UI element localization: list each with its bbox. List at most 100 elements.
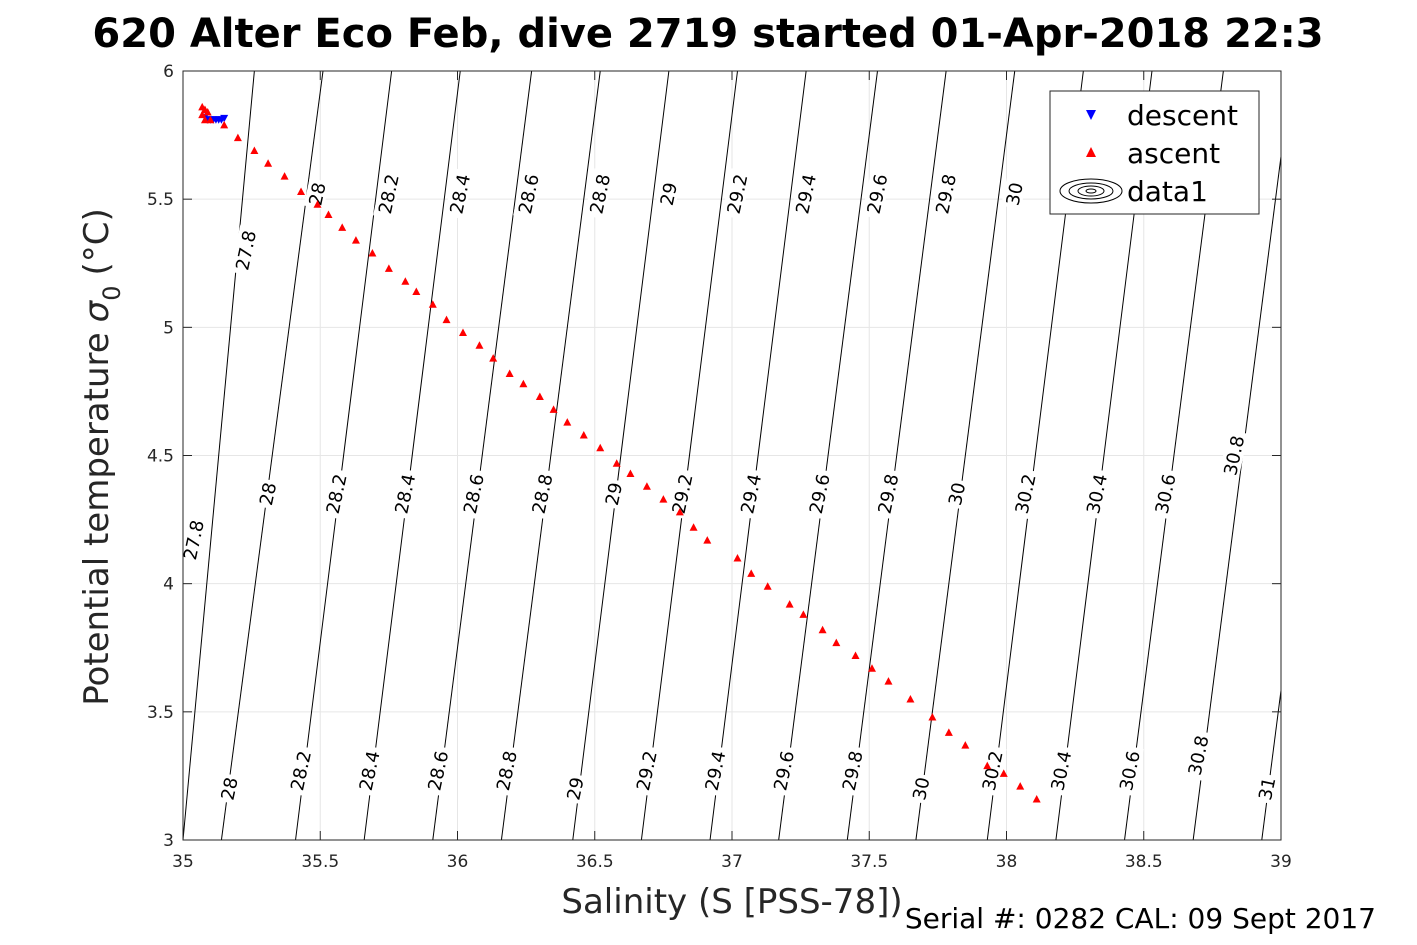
ascent-point [475,341,484,349]
contour-label-text: 31 [1255,775,1280,802]
contour-line [432,71,533,840]
contour-label-bg [804,468,834,520]
contour-label-bg [561,772,588,805]
contour-label-bg [861,168,892,220]
contour-label-bg [353,745,384,797]
contour-label-bg [943,477,969,510]
contour-label-bg [389,468,420,520]
data-markers [198,102,1041,803]
ascent-point [338,223,347,231]
contour-label: 29 [655,178,682,210]
ascent-point [280,172,289,180]
ascent-point [642,482,651,490]
contour-label-bg [735,468,766,520]
contour-label-bg [1182,729,1213,781]
y-tick-label: 5.5 [147,190,174,210]
y-axis-label-symbol: σ [77,299,117,322]
contour-label-bg [373,168,403,220]
legend-ascent-marker [1086,147,1096,157]
x-tick-label: 35 [172,852,194,872]
contour-label-bg [1045,745,1076,797]
contour-label: 28.4 [444,168,475,220]
ascent-point [579,430,588,439]
x-axis-label: Salinity (S [PSS-78]) [561,882,902,922]
contour-label-bg [631,745,661,797]
contour-label: 31 [1253,772,1280,805]
contour-label-bg [1081,468,1111,520]
ascent-point [928,712,937,721]
contour-label-bg [513,168,543,220]
ascent-point [596,443,605,452]
legend[interactable]: descent ascent data1 [1049,90,1260,215]
ascent-point [549,405,558,413]
x-tick-label: 37.5 [850,852,888,872]
legend-descent-marker [1086,110,1096,120]
ascent-point [505,369,514,377]
contour-label: 29 [600,477,627,510]
ascent-point [412,287,421,295]
contour-line [295,71,393,840]
ascent-point [999,769,1008,777]
contour-line [500,71,601,840]
legend-contour-icon [1059,178,1123,204]
y-tick-label: 5 [163,318,174,338]
ascent-point [1032,794,1041,803]
ascent-point [659,495,668,503]
ascent-point [368,248,377,257]
contour-label: 29.4 [699,745,730,797]
contour-label-bg [303,178,330,210]
contour-label-bg [837,745,867,797]
y-axis-label-text: Potential temperature [77,332,117,705]
contour-label-bg [1009,468,1040,520]
contour-line [572,71,670,840]
ascent-point [401,277,410,285]
contour-label-text: 29 [602,481,627,508]
ascent-point [384,264,393,272]
contour-line [846,71,947,840]
x-tick-label: 35.5 [301,852,339,872]
contour-label-text: 30 [945,481,970,508]
contour-label-bg [768,745,798,797]
contour-label-bg [930,168,960,220]
ascent-point [884,677,893,685]
ascent-point [206,115,215,124]
y-axis-label: Potential temperature σ0 (°C) [77,208,126,706]
contour-label-bg [422,745,453,797]
ascent-point [944,728,953,736]
contour-label-bg [458,468,488,520]
ascent-point [799,610,808,618]
contour-label: 28 [215,772,243,805]
ascent-point [489,354,498,362]
x-tick-label: 39 [1270,852,1292,872]
contour-label: 30 [1001,178,1028,210]
contour-label-bg [1149,468,1180,520]
ascent-point [626,469,635,477]
contour-line [363,71,461,840]
contour-label-text: 28 [218,775,243,802]
contour-label-bg [655,178,681,210]
contour-label-bg [699,745,730,797]
y-axis-ticks: 3 3.5 4 4.5 5 5.5 6 [147,62,1281,851]
ascent-point [297,187,306,195]
ascent-point [264,159,273,167]
ascent-point [703,536,712,544]
contour-label-bg [215,772,242,805]
ascent-point [324,210,333,219]
ascent-point [832,638,841,647]
contour-label: 28 [254,477,281,510]
y-tick-label: 4.5 [147,447,174,467]
contour-label-bg [600,477,626,510]
ascent-point [818,625,827,634]
contour-label-bg [584,168,615,220]
contour-label-text: 29 [657,181,682,208]
contour-label-bg [790,168,820,220]
ascent-point [763,582,772,590]
ascent-point [313,200,322,208]
contour-label-bg [907,772,934,805]
y-tick-label: 3.5 [147,703,174,723]
contour-label: 30 [907,772,935,805]
ascent-point [519,379,528,388]
contour-label-bg [721,168,752,220]
ascent-point [203,108,212,116]
